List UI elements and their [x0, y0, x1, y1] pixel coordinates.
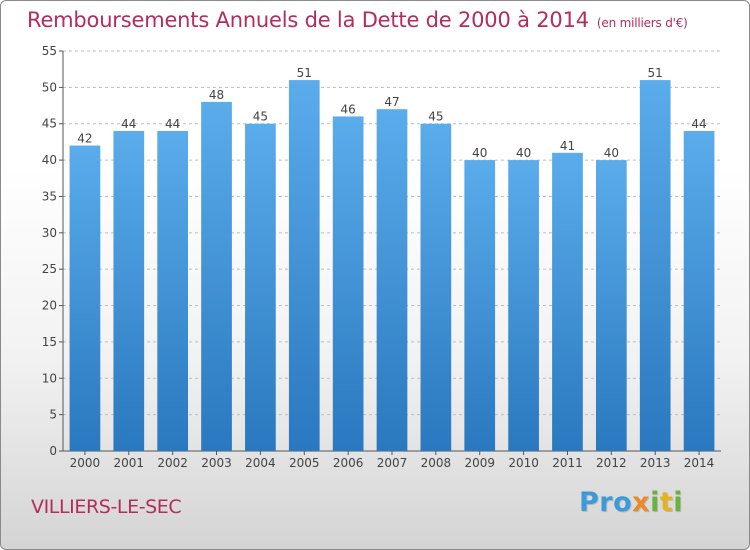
x-tick-label: 2014: [684, 456, 715, 470]
bar-2008: [420, 123, 452, 452]
bar-value-label: 44: [691, 117, 706, 131]
x-tick-label: 2007: [377, 456, 408, 470]
x-tick-label: 2011: [552, 456, 583, 470]
bar-value-label: 51: [648, 66, 663, 80]
proxiti-logo: Proxiti: [579, 487, 684, 518]
bar-value-label: 42: [77, 132, 92, 146]
bar-value-label: 46: [340, 102, 355, 116]
bar-2002: [157, 131, 189, 451]
bar-value-label: 44: [165, 117, 180, 131]
x-tick-label: 2006: [333, 456, 364, 470]
place-name: VILLIERS-LE-SEC: [31, 496, 182, 518]
bar-2010: [508, 160, 539, 451]
y-tick-label: 0: [49, 444, 57, 458]
x-tick-label: 2010: [508, 456, 539, 470]
bar-2009: [464, 160, 496, 451]
bar-value-label: 48: [209, 88, 224, 102]
bar-2000: [69, 145, 101, 451]
bar-2006: [332, 116, 364, 452]
y-tick-label: 50: [42, 80, 57, 94]
y-tick-label: 10: [42, 371, 57, 385]
bar-2004: [245, 123, 276, 452]
bar-value-label: 45: [253, 110, 268, 124]
x-tick-label: 2000: [70, 456, 101, 470]
y-tick-label: 55: [42, 44, 57, 58]
bar-value-label: 45: [428, 110, 443, 124]
bar-value-label: 44: [121, 117, 136, 131]
chart-title-text: Remboursements Annuels de la Dette de 20…: [27, 8, 589, 32]
y-tick-label: 20: [42, 299, 57, 313]
x-tick-label: 2005: [289, 456, 320, 470]
bar-value-label: 40: [516, 146, 531, 160]
x-tick-label: 2004: [245, 456, 276, 470]
bar-value-label: 40: [472, 146, 487, 160]
bar-value-label: 40: [604, 146, 619, 160]
bars: [69, 80, 715, 452]
chart-title: Remboursements Annuels de la Dette de 20…: [27, 8, 688, 32]
bar-2003: [201, 101, 232, 451]
bar-2013: [639, 80, 671, 451]
bar-2005: [288, 80, 320, 451]
y-tick-label: 40: [42, 153, 57, 167]
x-tick-label: 2013: [640, 456, 671, 470]
x-tick-label: 2002: [157, 456, 188, 470]
bar-value-label: 51: [297, 66, 312, 80]
y-tick-label: 15: [42, 335, 57, 349]
bar-2014: [683, 131, 715, 451]
y-tick-label: 25: [42, 262, 57, 276]
y-tick-label: 30: [42, 226, 57, 240]
y-tick-label: 35: [42, 189, 57, 203]
y-tick-label: 45: [42, 117, 57, 131]
bar-2007: [376, 109, 408, 451]
y-tick-label: 5: [49, 408, 57, 422]
bar-2001: [113, 131, 145, 451]
x-tick-label: 2003: [201, 456, 232, 470]
chart-unit: (en milliers d'€): [596, 16, 688, 30]
x-tick-label: 2012: [596, 456, 627, 470]
bar-2012: [595, 160, 627, 451]
bar-value-label: 47: [384, 95, 399, 109]
x-tick-label: 2001: [114, 456, 145, 470]
labels: 42 2000 44 2001 44 2002 48 2003 45 2004 51 2005 46 20…: [70, 66, 715, 470]
x-tick-label: 2008: [421, 456, 452, 470]
bar-2011: [552, 152, 583, 451]
x-tick-label: 2009: [464, 456, 495, 470]
bar-value-label: 41: [560, 139, 575, 153]
